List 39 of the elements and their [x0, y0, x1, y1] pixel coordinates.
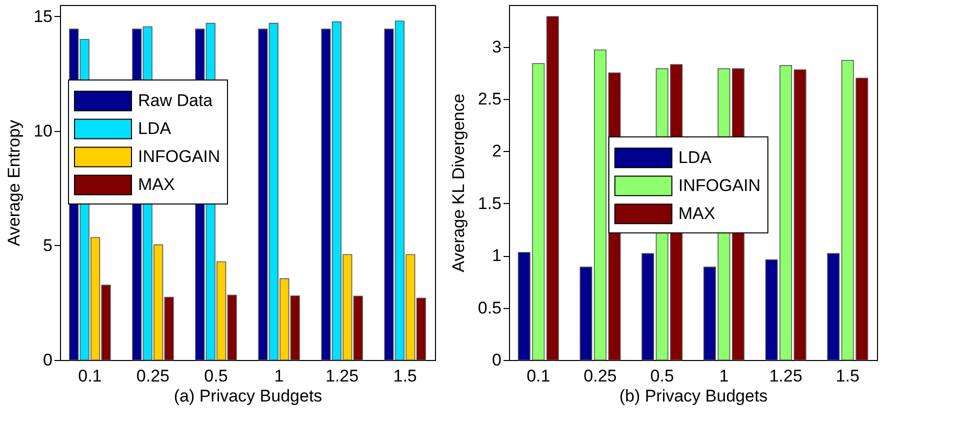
y-tick-label: 1 — [492, 246, 502, 266]
legend-label: MAX — [138, 175, 175, 194]
y-tick-label: 0 — [492, 350, 502, 370]
y-tick-label: 2 — [492, 142, 502, 161]
legend-label: LDA — [138, 119, 172, 138]
bar — [580, 266, 592, 360]
x-tick-label: 0.1 — [526, 366, 550, 386]
x-tick-label: 1.5 — [393, 366, 417, 386]
legend-label: Raw Data — [138, 91, 214, 110]
bar — [642, 253, 654, 360]
x-axis-title: (b) Privacy Budgets — [619, 386, 768, 406]
x-tick-label: 1 — [719, 366, 729, 386]
x-tick-label: 1.25 — [769, 366, 802, 386]
y-axis-title: Average KL Divergence — [448, 94, 468, 272]
legend-label: INFOGAIN — [138, 147, 220, 166]
x-tick-label: 0.1 — [78, 366, 102, 386]
y-tick-label: 2.5 — [478, 89, 502, 108]
legend-label: LDA — [678, 148, 712, 167]
x-tick-label: 0.25 — [136, 366, 170, 386]
x-tick-label: 1 — [274, 366, 284, 386]
y-axis-title: Average Entropy — [4, 119, 24, 246]
x-tick-label: 0.25 — [584, 366, 617, 386]
y-tick-label: 15 — [34, 6, 52, 26]
y-tick-label: 3 — [492, 37, 502, 56]
bar — [827, 253, 840, 360]
y-tick-label: 1.5 — [478, 194, 502, 213]
y-tick-label: 10 — [34, 121, 52, 140]
y-tick-label: 0.5 — [478, 298, 502, 318]
bar — [546, 16, 559, 360]
y-tick-label: 5 — [43, 236, 52, 255]
x-tick-label: 1.25 — [325, 366, 359, 386]
x-axis-title: (a) Privacy Budgets — [174, 386, 322, 406]
bar — [794, 69, 806, 360]
x-tick-label: 0.5 — [204, 366, 228, 386]
x-tick-label: 0.5 — [650, 366, 674, 386]
legend-label: INFOGAIN — [678, 176, 761, 195]
y-tick-label: 0 — [43, 350, 52, 370]
legend-label: MAX — [678, 204, 716, 223]
x-tick-label: 1.5 — [836, 366, 860, 386]
